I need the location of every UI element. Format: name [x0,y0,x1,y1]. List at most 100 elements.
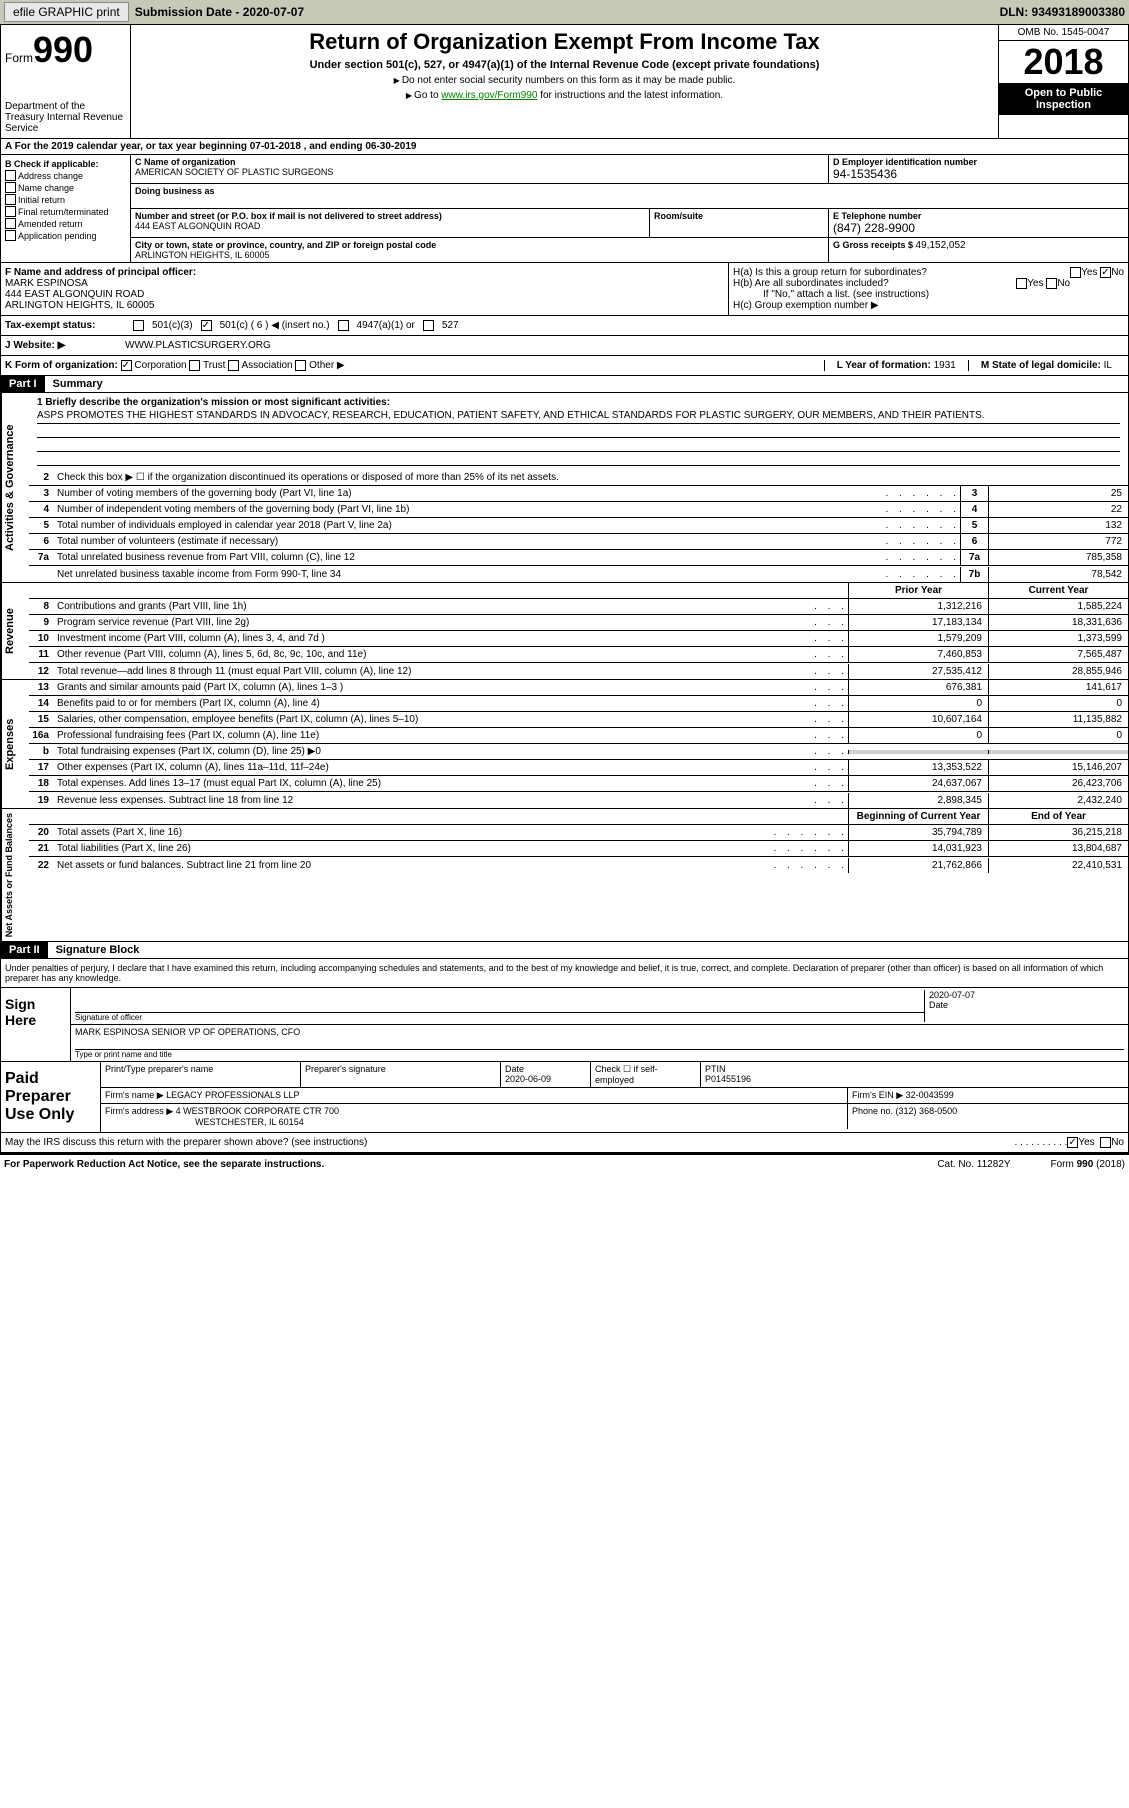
dba-cell: Doing business as [131,184,828,208]
chk-final[interactable] [5,206,16,217]
tel-cell: E Telephone number (847) 228-9900 [828,209,1128,237]
exp-line-16a: 16aProfessional fundraising fees (Part I… [29,728,1128,744]
addr-cell: Number and street (or P.O. box if mail i… [131,209,649,237]
col-b-header: B Check if applicable: [5,159,126,169]
form-title: Return of Organization Exempt From Incom… [135,29,994,55]
ein-cell: D Employer identification number 94-1535… [828,155,1128,183]
vtab-netassets: Net Assets or Fund Balances [1,809,29,941]
revenue-block: Revenue Prior YearCurrent Year 8Contribu… [0,583,1129,680]
sign-here-label: Sign Here [1,988,71,1061]
tax-year: 2018 [999,41,1128,83]
form-id-block: Form990 Department of the Treasury Inter… [1,25,131,138]
chk-trust[interactable] [189,360,200,371]
form-label: Form [5,51,33,65]
chk-name[interactable] [5,182,16,193]
exp-line-15: 15Salaries, other compensation, employee… [29,712,1128,728]
sig-officer: Signature of officer [75,990,924,1022]
exp-line-14: 14Benefits paid to or for members (Part … [29,696,1128,712]
line-7a: 7aTotal unrelated business revenue from … [29,550,1128,566]
klm-row: K Form of organization: Corporation Trus… [0,356,1129,376]
chk-527[interactable] [423,320,434,331]
chk-4947[interactable] [338,320,349,331]
city-cell: City or town, state or province, country… [131,238,828,262]
tax-status-row: Tax-exempt status: 501(c)(3) 501(c) ( 6 … [0,316,1129,336]
line-4: 4Number of independent voting members of… [29,502,1128,518]
hb-yes[interactable] [1016,278,1027,289]
vtab-expenses: Expenses [1,680,29,808]
section-bcd: B Check if applicable: Address change Na… [0,155,1129,263]
ha-no[interactable] [1100,267,1111,278]
line-5: 5Total number of individuals employed in… [29,518,1128,534]
form-note1: Do not enter social security numbers on … [135,75,994,86]
section-fgh: F Name and address of principal officer:… [0,263,1129,316]
form-header: Form990 Department of the Treasury Inter… [0,24,1129,139]
sig-block: Under penalties of perjury, I declare th… [0,959,1129,988]
vtab-activities: Activities & Governance [1,393,29,582]
exp-line-13: 13Grants and similar amounts paid (Part … [29,680,1128,696]
preparer-row: Paid Preparer Use Only Print/Type prepar… [0,1062,1129,1133]
preparer-label: Paid Preparer Use Only [1,1062,101,1132]
net-line-22: 22Net assets or fund balances. Subtract … [29,857,1128,873]
form990-link[interactable]: www.irs.gov/Form990 [441,90,537,101]
gross-cell: G Gross receipts $ 49,152,052 [828,238,1128,262]
room-cell: Room/suite [649,209,828,237]
chk-pending[interactable] [5,230,16,241]
efile-btn[interactable]: efile GRAPHIC print [4,2,129,22]
form-note2: Go to www.irs.gov/Form990 for instructio… [135,90,994,101]
rev-line-12: 12Total revenue—add lines 8 through 11 (… [29,663,1128,679]
part1-header: Part ISummary [0,376,1129,393]
chk-address[interactable] [5,170,16,181]
prep-selfemp: Check ☐ if self-employed [591,1062,701,1087]
discuss-no[interactable] [1100,1137,1111,1148]
prep-name: Print/Type preparer's name [101,1062,301,1087]
dln: DLN: 93493189003380 [1000,5,1125,19]
rev-line-8: 8Contributions and grants (Part VIII, li… [29,599,1128,615]
website-value: WWW.PLASTICSURGERY.ORG [125,340,271,351]
rev-line-11: 11Other revenue (Part VIII, column (A), … [29,647,1128,663]
prep-phone: Phone no. (312) 368-0500 [848,1104,1128,1129]
col-cd: C Name of organization AMERICAN SOCIETY … [131,155,1128,262]
activities-block: Activities & Governance 1 Briefly descri… [0,393,1129,583]
sig-name: MARK ESPINOSA SENIOR VP OF OPERATIONS, C… [75,1027,1124,1059]
subdate-label: Submission Date - 2020-07-07 [135,5,304,19]
footer-right: Form 990 (2018) [1051,1159,1125,1170]
group-return-block: H(a) Is this a group return for subordin… [728,263,1128,315]
prep-fein: Firm's EIN ▶ 32-0043599 [848,1088,1128,1103]
exp-line-b: bTotal fundraising expenses (Part IX, co… [29,744,1128,760]
line-7b: Net unrelated business taxable income fr… [29,566,1128,582]
form-subtitle: Under section 501(c), 527, or 4947(a)(1)… [135,59,994,71]
part2-header: Part IISignature Block [0,942,1129,959]
topbar: efile GRAPHIC print Submission Date - 20… [0,0,1129,24]
discuss-yes[interactable] [1067,1137,1078,1148]
chk-corp[interactable] [121,360,132,371]
footer-center: Cat. No. 11282Y [897,1159,1050,1170]
omb-number: OMB No. 1545-0047 [999,25,1128,41]
line-6: 6Total number of volunteers (estimate if… [29,534,1128,550]
discuss-row: May the IRS discuss this return with the… [0,1133,1129,1153]
rev-line-9: 9Program service revenue (Part VIII, lin… [29,615,1128,631]
chk-amended[interactable] [5,218,16,229]
chk-other[interactable] [295,360,306,371]
officer-block: F Name and address of principal officer:… [1,263,728,315]
form-number: 990 [33,29,93,70]
org-name-cell: C Name of organization AMERICAN SOCIETY … [131,155,828,183]
rev-line-10: 10Investment income (Part VIII, column (… [29,631,1128,647]
chk-assoc[interactable] [228,360,239,371]
chk-501c[interactable] [201,320,212,331]
exp-line-17: 17Other expenses (Part IX, column (A), l… [29,760,1128,776]
website-row: J Website: ▶ WWW.PLASTICSURGERY.ORG [0,336,1129,356]
footer-left: For Paperwork Reduction Act Notice, see … [4,1159,897,1170]
chk-501c3[interactable] [133,320,144,331]
net-line-20: 20Total assets (Part X, line 16). . . . … [29,825,1128,841]
expenses-block: Expenses 13Grants and similar amounts pa… [0,680,1129,809]
ha-yes[interactable] [1070,267,1081,278]
form-year-block: OMB No. 1545-0047 2018 Open to Public In… [998,25,1128,138]
sig-date: 2020-07-07Date [924,990,1124,1022]
form-title-block: Return of Organization Exempt From Incom… [131,25,998,138]
dept-label: Department of the Treasury Internal Reve… [5,101,126,134]
chk-initial[interactable] [5,194,16,205]
hb-no[interactable] [1046,278,1057,289]
footer: For Paperwork Reduction Act Notice, see … [0,1153,1129,1174]
sig-intro: Under penalties of perjury, I declare th… [1,959,1128,987]
prep-sig: Preparer's signature [301,1062,501,1087]
